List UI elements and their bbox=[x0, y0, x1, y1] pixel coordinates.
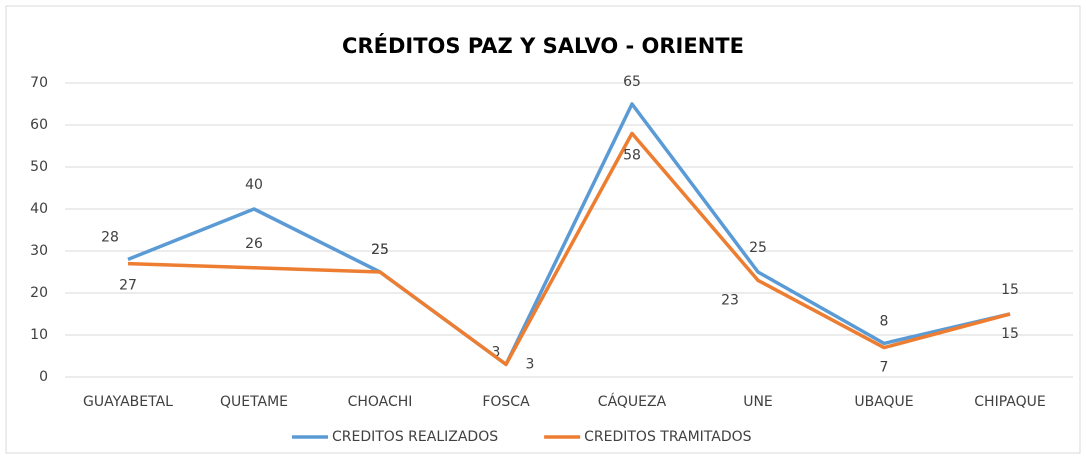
series-line bbox=[127, 131, 1011, 367]
data-label: 28 bbox=[101, 229, 119, 245]
data-label: 7 bbox=[880, 360, 889, 376]
y-tick-label: 60 bbox=[30, 117, 48, 133]
y-tick-label: 40 bbox=[30, 201, 48, 217]
x-tick-label: CHIPAQUE bbox=[974, 394, 1045, 410]
x-tick-label: FOSCA bbox=[482, 394, 530, 410]
data-label: 25 bbox=[371, 242, 389, 258]
data-label: 23 bbox=[721, 292, 739, 308]
y-tick-label: 10 bbox=[30, 327, 48, 343]
y-tick-label: 50 bbox=[30, 159, 48, 175]
data-label: 3 bbox=[526, 356, 535, 372]
x-tick-label: UNE bbox=[743, 394, 773, 410]
data-label: 25 bbox=[371, 242, 389, 258]
data-label: 58 bbox=[623, 147, 641, 163]
x-tick-label: QUETAME bbox=[220, 394, 288, 410]
y-tick-label: 70 bbox=[30, 75, 48, 91]
y-tick-label: 0 bbox=[39, 369, 48, 385]
data-label: 15 bbox=[1001, 282, 1019, 298]
chart-frame bbox=[5, 5, 1081, 454]
x-tick-label: CÁQUEZA bbox=[598, 393, 667, 410]
chart-title: CRÉDITOS PAZ Y SALVO - ORIENTE bbox=[342, 33, 744, 58]
data-label: 27 bbox=[119, 278, 137, 294]
x-tick-label: GUAYABETAL bbox=[83, 394, 173, 410]
y-tick-label: 30 bbox=[30, 243, 48, 259]
data-label: 40 bbox=[245, 177, 263, 193]
data-label: 3 bbox=[492, 344, 501, 360]
data-label: 15 bbox=[1001, 326, 1019, 342]
y-tick-label: 20 bbox=[30, 285, 48, 301]
legend-label: CREDITOS REALIZADOS bbox=[332, 429, 498, 445]
x-tick-label: UBAQUE bbox=[854, 394, 913, 410]
data-label: 8 bbox=[880, 313, 889, 329]
data-label: 25 bbox=[749, 240, 767, 256]
data-label: 26 bbox=[245, 236, 263, 252]
x-tick-label: CHOACHI bbox=[348, 394, 413, 410]
series-line bbox=[127, 102, 1011, 367]
data-label: 65 bbox=[623, 74, 641, 90]
legend-label: CREDITOS TRAMITADOS bbox=[584, 429, 752, 445]
